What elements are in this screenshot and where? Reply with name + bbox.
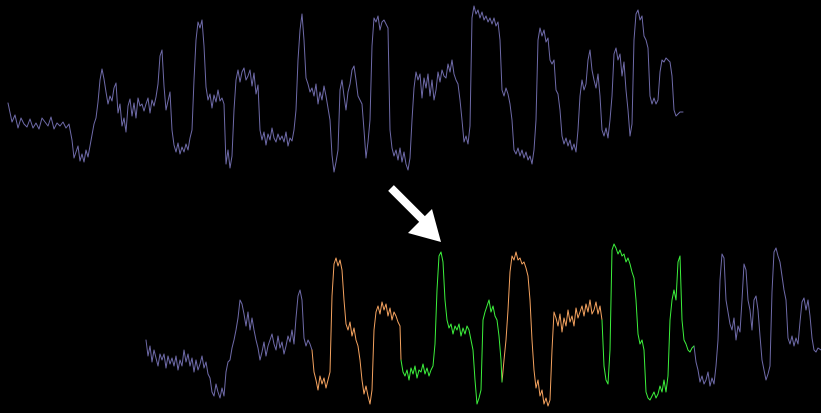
waveform-highlight-orange (501, 251, 603, 407)
waveform-base-segment (145, 289, 313, 399)
waveform-highlight-green (601, 243, 695, 401)
waveform-base-segment (693, 247, 821, 387)
reference-waveform (7, 5, 684, 173)
waveform-highlight-orange (311, 257, 402, 405)
arrow-down-right-icon (388, 185, 441, 242)
waveform-highlight-green (400, 251, 503, 405)
